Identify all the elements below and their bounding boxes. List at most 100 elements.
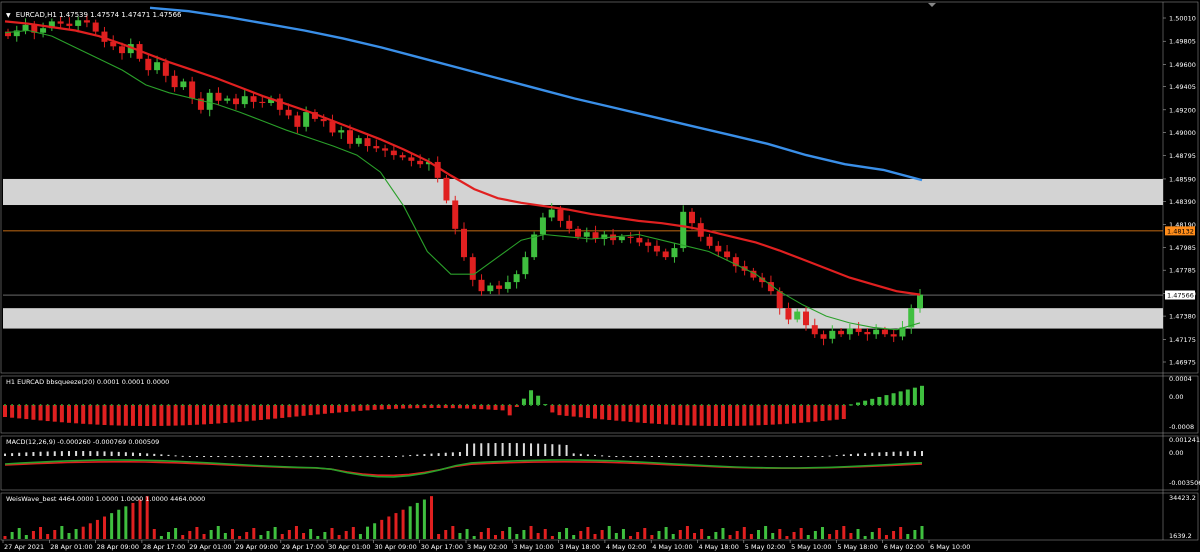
macd-bar-90 <box>643 456 646 457</box>
candle-body-88 <box>776 291 783 309</box>
header-dropdown-icon[interactable]: ▼ <box>6 12 11 19</box>
bbsqueeze-dot-78 <box>558 404 561 406</box>
macd-bar-40 <box>288 456 291 457</box>
weiswave-bar-120 <box>856 529 860 539</box>
weiswave-bar-118 <box>842 526 846 539</box>
candle-body-90 <box>794 311 801 320</box>
candle-body-40 <box>355 138 362 144</box>
candle-body-101 <box>890 334 897 337</box>
macd-bar-52 <box>373 456 376 457</box>
macd-bar-89 <box>636 456 639 457</box>
macd-bar-46 <box>330 456 333 457</box>
weiswave-bar-111 <box>792 532 796 539</box>
bbsqueeze-dot-84 <box>601 404 604 406</box>
bbsqueeze-bar-114 <box>813 405 818 422</box>
candle-body-2 <box>22 24 29 31</box>
panel1-tick-1: 0.00 <box>1169 393 1183 401</box>
candle-body-54 <box>478 279 485 292</box>
bbsqueeze-bar-59 <box>422 405 427 409</box>
bbsqueeze-dot-85 <box>608 404 611 406</box>
candle-body-24 <box>215 92 222 101</box>
candle-body-102 <box>899 327 906 337</box>
panel3-tick-0: 34423.2 <box>1169 494 1196 502</box>
weiswave-bar-54 <box>387 516 391 539</box>
macd-bar-55 <box>394 456 397 457</box>
macd-bar-63 <box>451 452 454 456</box>
macd-bar-104 <box>743 456 746 457</box>
macd-bar-81 <box>579 453 582 456</box>
macd-bar-35 <box>252 456 255 457</box>
candle-body-29 <box>259 101 266 104</box>
candle-body-73 <box>645 242 652 246</box>
candle-body-93 <box>820 334 827 339</box>
candle-body-21 <box>189 81 196 99</box>
bbsqueeze-dot-20 <box>146 404 149 406</box>
bbsqueeze-bar-117 <box>834 405 839 420</box>
macd-bar-70 <box>501 443 504 456</box>
bbsqueeze-dot-108 <box>771 404 774 406</box>
candle-body-68 <box>601 234 608 240</box>
bbsqueeze-dot-51 <box>366 404 369 406</box>
weiswave-bar-49 <box>351 527 355 539</box>
weiswave-bar-81 <box>579 531 583 539</box>
macd-bar-68 <box>487 443 490 456</box>
bbsqueeze-dot-45 <box>323 404 326 406</box>
macd-bar-114 <box>814 456 817 457</box>
macd-bar-122 <box>871 452 874 456</box>
bbsqueeze-dot-109 <box>778 404 781 406</box>
weiswave-bar-119 <box>849 533 853 539</box>
macd-bar-108 <box>771 456 774 457</box>
x-tick-label-12: 3 May 18:00 <box>560 543 600 551</box>
weiswave-bar-15 <box>110 513 114 539</box>
orange-price-tag: 1.48132 <box>1167 227 1194 235</box>
macd-bar-8 <box>60 451 63 456</box>
candle-body-35 <box>311 112 318 119</box>
x-tick-label-8: 30 Apr 09:00 <box>374 543 416 551</box>
macd-bar-127 <box>906 451 909 456</box>
candle-body-56 <box>496 285 503 289</box>
weiswave-bar-78 <box>557 532 561 539</box>
bbsqueeze-bar-103 <box>735 405 740 426</box>
bbsqueeze-dot-49 <box>352 404 355 406</box>
bbsqueeze-bar-62 <box>443 405 448 409</box>
bbsqueeze-dot-69 <box>494 404 497 406</box>
bbsqueeze-bar-94 <box>671 405 676 425</box>
candle-body-17 <box>154 62 161 71</box>
weiswave-bar-106 <box>757 530 761 539</box>
weiswave-bar-69 <box>493 535 497 539</box>
macd-bar-17 <box>124 452 127 456</box>
macd-bar-75 <box>537 443 540 456</box>
macd-bar-117 <box>835 455 838 457</box>
bbsqueeze-dot-35 <box>252 404 255 406</box>
bbsqueeze-bar-21 <box>152 405 157 426</box>
bbsqueeze-bar-49 <box>351 405 356 412</box>
macd-bar-83 <box>594 454 597 456</box>
weiswave-bar-75 <box>536 533 540 539</box>
bbsqueeze-dot-74 <box>530 404 533 406</box>
candle-body-8 <box>75 20 82 26</box>
support-zone-1 <box>3 308 1163 329</box>
macd-bar-15 <box>110 451 113 456</box>
macd-bar-29 <box>210 456 213 457</box>
bbsqueeze-dot-122 <box>871 404 874 406</box>
macd-bar-23 <box>167 454 170 456</box>
bbsqueeze-dot-66 <box>473 404 476 406</box>
macd-bar-82 <box>586 454 589 456</box>
weiswave-bar-44 <box>316 536 320 539</box>
bbsqueeze-dot-126 <box>899 404 902 406</box>
bbsqueeze-bar-8 <box>59 405 64 423</box>
bbsqueeze-dot-82 <box>586 404 589 406</box>
candle-body-51 <box>452 200 459 229</box>
candle-body-83 <box>732 257 739 267</box>
candle-body-60 <box>531 234 538 258</box>
y-tick-label-1: 1.49805 <box>1169 38 1196 46</box>
candle-body-85 <box>750 270 757 278</box>
macd-bar-30 <box>217 456 220 457</box>
macd-bar-0 <box>4 453 6 456</box>
macd-bar-110 <box>785 456 788 457</box>
weiswave-bar-28 <box>202 534 206 539</box>
weiswave-bar-2 <box>17 528 21 539</box>
bbsqueeze-dot-124 <box>885 404 888 406</box>
bbsqueeze-bar-112 <box>799 405 804 423</box>
